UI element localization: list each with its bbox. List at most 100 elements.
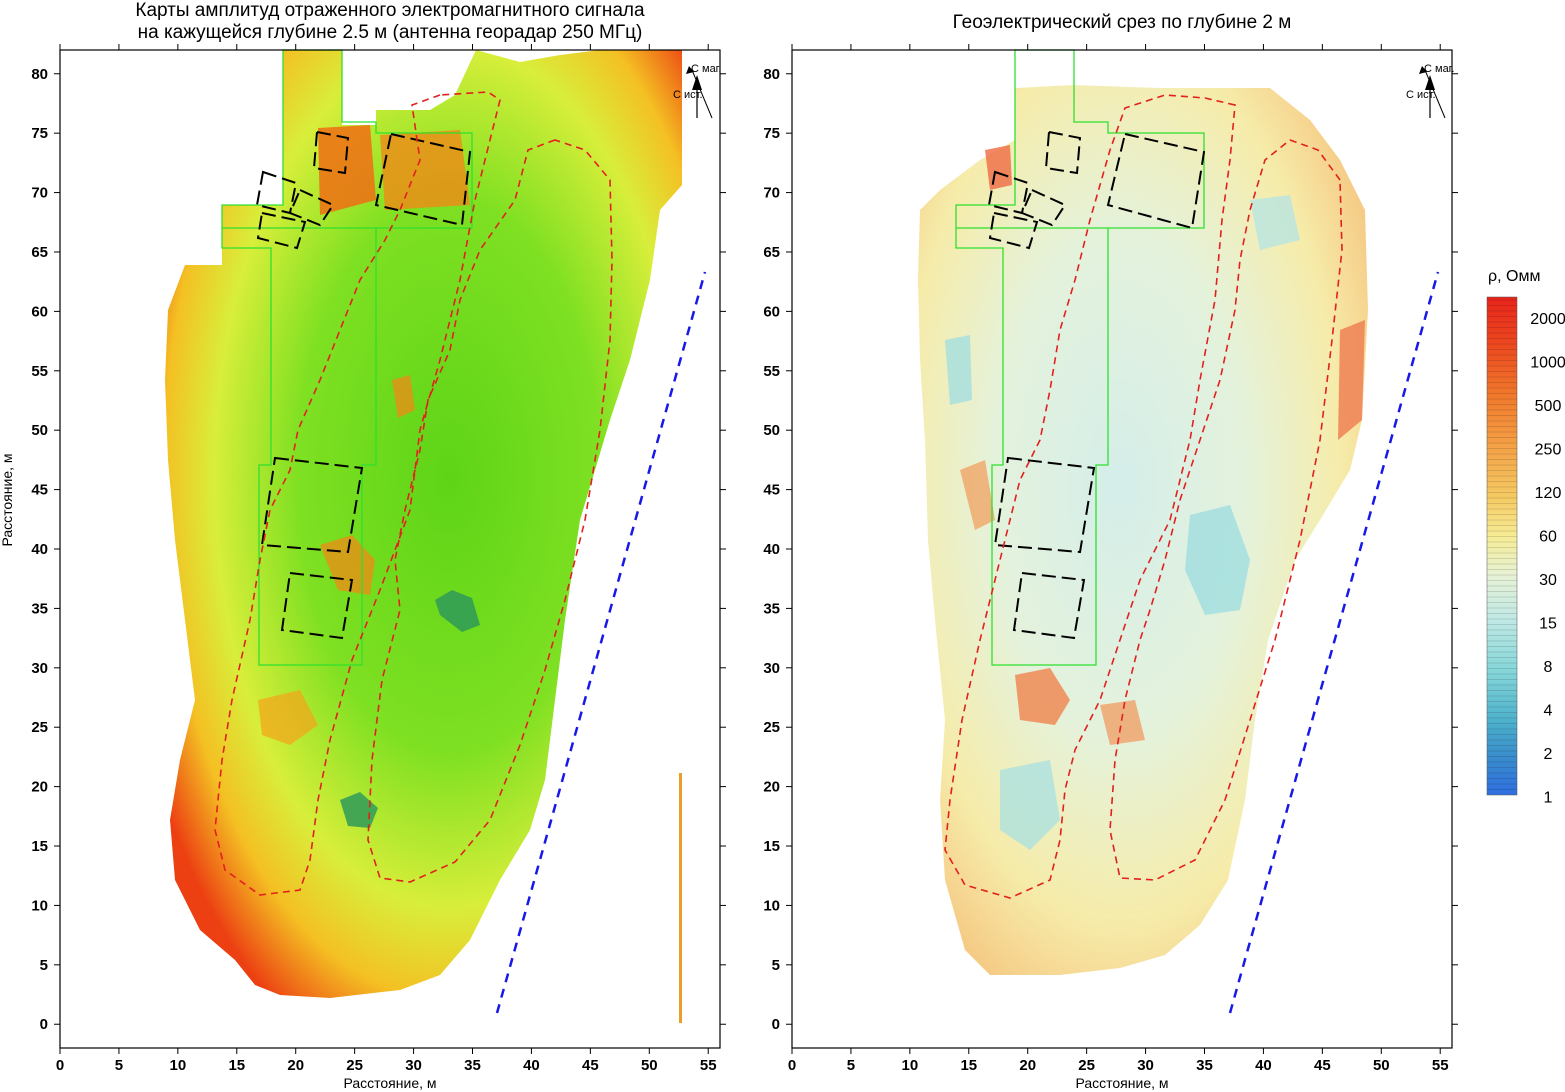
colorbar-contour-lines bbox=[1487, 299, 1517, 790]
res-low-zone-4 bbox=[1250, 195, 1300, 250]
gpr-boundary-lines bbox=[214, 91, 613, 896]
res-high-zone-3 bbox=[960, 460, 995, 530]
left-y-axis-label: Расстояние, м bbox=[0, 453, 15, 546]
left-y-tick-label: 5 bbox=[40, 957, 48, 974]
left-chart-title: Карты амплитуд отраженного электромагнит… bbox=[60, 0, 720, 44]
right-y-tick-label: 65 bbox=[763, 244, 780, 261]
right-x-tick-label: 35 bbox=[1196, 1057, 1213, 1074]
right-y-tick-label: 0 bbox=[772, 1016, 780, 1033]
res-blue-line bbox=[1228, 271, 1440, 1014]
right-x-tick-label: 0 bbox=[788, 1057, 796, 1074]
gpr-high-zone-5 bbox=[392, 375, 415, 418]
right-y-tick-label: 50 bbox=[763, 422, 780, 439]
colorbar-gradient bbox=[1486, 296, 1518, 796]
right-x-tick-label: 20 bbox=[1019, 1057, 1036, 1074]
res-low-zone-1 bbox=[1185, 505, 1250, 615]
left-y-tick-label: 70 bbox=[31, 185, 48, 202]
gpr-high-zone-2 bbox=[380, 130, 470, 210]
left-north-mag-label: С маг. bbox=[691, 63, 721, 75]
gpr-high-zone-1 bbox=[318, 125, 376, 215]
left-x-tick-label: 45 bbox=[582, 1057, 599, 1074]
left-x-tick-label: 35 bbox=[464, 1057, 481, 1074]
right-y-tick-label: 15 bbox=[763, 838, 780, 855]
left-y-tick-label: 75 bbox=[31, 125, 48, 142]
res-low-zone-2 bbox=[1000, 760, 1060, 850]
right-chart-title: Геоэлектрический срез по глубине 2 м bbox=[952, 12, 1292, 33]
right-x-tick-label: 25 bbox=[1078, 1057, 1095, 1074]
right-axis-ticks: 0 5 10 15 20 25 30 35 40 45 50 55 0 5 10 15 20 25 30 35 40 45… bbox=[763, 44, 1458, 1074]
colorbar-label: 2000 bbox=[1530, 311, 1565, 328]
gpr-excavation-outline bbox=[221, 49, 473, 666]
colorbar-label: 30 bbox=[1539, 572, 1557, 589]
right-x-tick-label: 10 bbox=[902, 1057, 919, 1074]
left-y-tick-label: 35 bbox=[31, 600, 48, 617]
left-y-tick-label: 45 bbox=[31, 482, 48, 499]
left-axis-ticks: 0 5 10 15 20 25 30 35 40 45 50 55 0 5 10 15 20 25 30 35 40 45… bbox=[31, 44, 726, 1074]
colorbar-label: 500 bbox=[1535, 398, 1562, 415]
right-north-mag-label: С маг. bbox=[1424, 63, 1454, 75]
res-anomaly-boxes bbox=[987, 130, 1206, 640]
left-y-tick-label: 10 bbox=[31, 897, 48, 914]
left-y-tick-label: 15 bbox=[31, 838, 48, 855]
colorbar-title: ρ, Омм bbox=[1488, 268, 1541, 285]
colorbar-label: 1 bbox=[1544, 790, 1553, 807]
right-x-tick-label: 15 bbox=[960, 1057, 977, 1074]
right-x-tick-label: 55 bbox=[1432, 1057, 1449, 1074]
left-x-axis-label: Расстояние, м bbox=[343, 1075, 436, 1091]
res-low-zone-3 bbox=[945, 335, 972, 405]
right-y-tick-label: 45 bbox=[763, 482, 780, 499]
left-y-tick-label: 65 bbox=[31, 244, 48, 261]
left-title-line-2: на кажущейся глубине 2.5 м (антенна геор… bbox=[137, 22, 643, 43]
left-y-tick-label: 0 bbox=[40, 1016, 48, 1033]
colorbar-label: 1000 bbox=[1530, 355, 1565, 372]
right-y-tick-label: 80 bbox=[763, 66, 780, 83]
right-x-axis-label: Расстояние, м bbox=[1075, 1075, 1168, 1091]
right-north-true-label: С ист. bbox=[1406, 89, 1436, 101]
colorbar-label: 8 bbox=[1544, 659, 1553, 676]
left-x-tick-label: 10 bbox=[170, 1057, 187, 1074]
res-excavation-outline bbox=[955, 49, 1205, 666]
gpr-blue-line bbox=[495, 271, 707, 1014]
left-y-tick-label: 30 bbox=[31, 660, 48, 677]
right-x-tick-label: 40 bbox=[1255, 1057, 1272, 1074]
colorbar-labels: 2000 1000 500 250 120 60 30 15 8 4 2 1 bbox=[1530, 311, 1565, 807]
right-y-tick-label: 30 bbox=[763, 660, 780, 677]
right-y-tick-label: 40 bbox=[763, 541, 780, 558]
right-y-tick-label: 35 bbox=[763, 600, 780, 617]
right-y-tick-label: 5 bbox=[772, 957, 780, 974]
left-north-arrow: С маг. С ист. bbox=[673, 63, 721, 119]
colorbar-label: 60 bbox=[1539, 529, 1557, 546]
left-y-tick-label: 20 bbox=[31, 779, 48, 796]
res-high-zone-2 bbox=[1100, 700, 1145, 745]
left-y-tick-label: 60 bbox=[31, 303, 48, 320]
left-x-tick-label: 55 bbox=[700, 1057, 717, 1074]
left-x-tick-label: 20 bbox=[287, 1057, 304, 1074]
res-high-zone-4 bbox=[1338, 320, 1365, 440]
left-x-tick-label: 5 bbox=[115, 1057, 123, 1074]
resistivity-map bbox=[918, 85, 1368, 975]
left-panel: С маг. С ист. 0 5 10 15 20 25 30 35 40 45 50 55 0 5 10… bbox=[0, 44, 726, 1091]
res-high-zone-5 bbox=[985, 145, 1012, 190]
left-x-tick-label: 50 bbox=[641, 1057, 658, 1074]
left-x-tick-label: 25 bbox=[346, 1057, 363, 1074]
gpr-side-strip bbox=[679, 773, 682, 1023]
colorbar-label: 120 bbox=[1535, 485, 1562, 502]
right-y-tick-label: 25 bbox=[763, 719, 780, 736]
left-x-tick-label: 15 bbox=[228, 1057, 245, 1074]
left-x-tick-label: 0 bbox=[56, 1057, 64, 1074]
right-north-arrow: С маг. С ист. bbox=[1406, 63, 1454, 119]
res-high-zone-1 bbox=[1015, 668, 1070, 725]
colorbar-label: 15 bbox=[1539, 616, 1557, 633]
left-north-true-label: С ист. bbox=[673, 89, 703, 101]
right-x-tick-label: 5 bbox=[847, 1057, 855, 1074]
gpr-high-zone-4 bbox=[258, 690, 318, 745]
gpr-anomaly-boxes bbox=[255, 130, 472, 640]
colorbar-label: 4 bbox=[1544, 703, 1553, 720]
right-x-tick-label: 50 bbox=[1373, 1057, 1390, 1074]
res-boundary-lines bbox=[944, 94, 1343, 899]
left-y-tick-label: 50 bbox=[31, 422, 48, 439]
right-x-tick-label: 30 bbox=[1137, 1057, 1154, 1074]
left-title-line-1: Карты амплитуд отраженного электромагнит… bbox=[135, 0, 645, 21]
colorbar-label: 250 bbox=[1535, 442, 1562, 459]
